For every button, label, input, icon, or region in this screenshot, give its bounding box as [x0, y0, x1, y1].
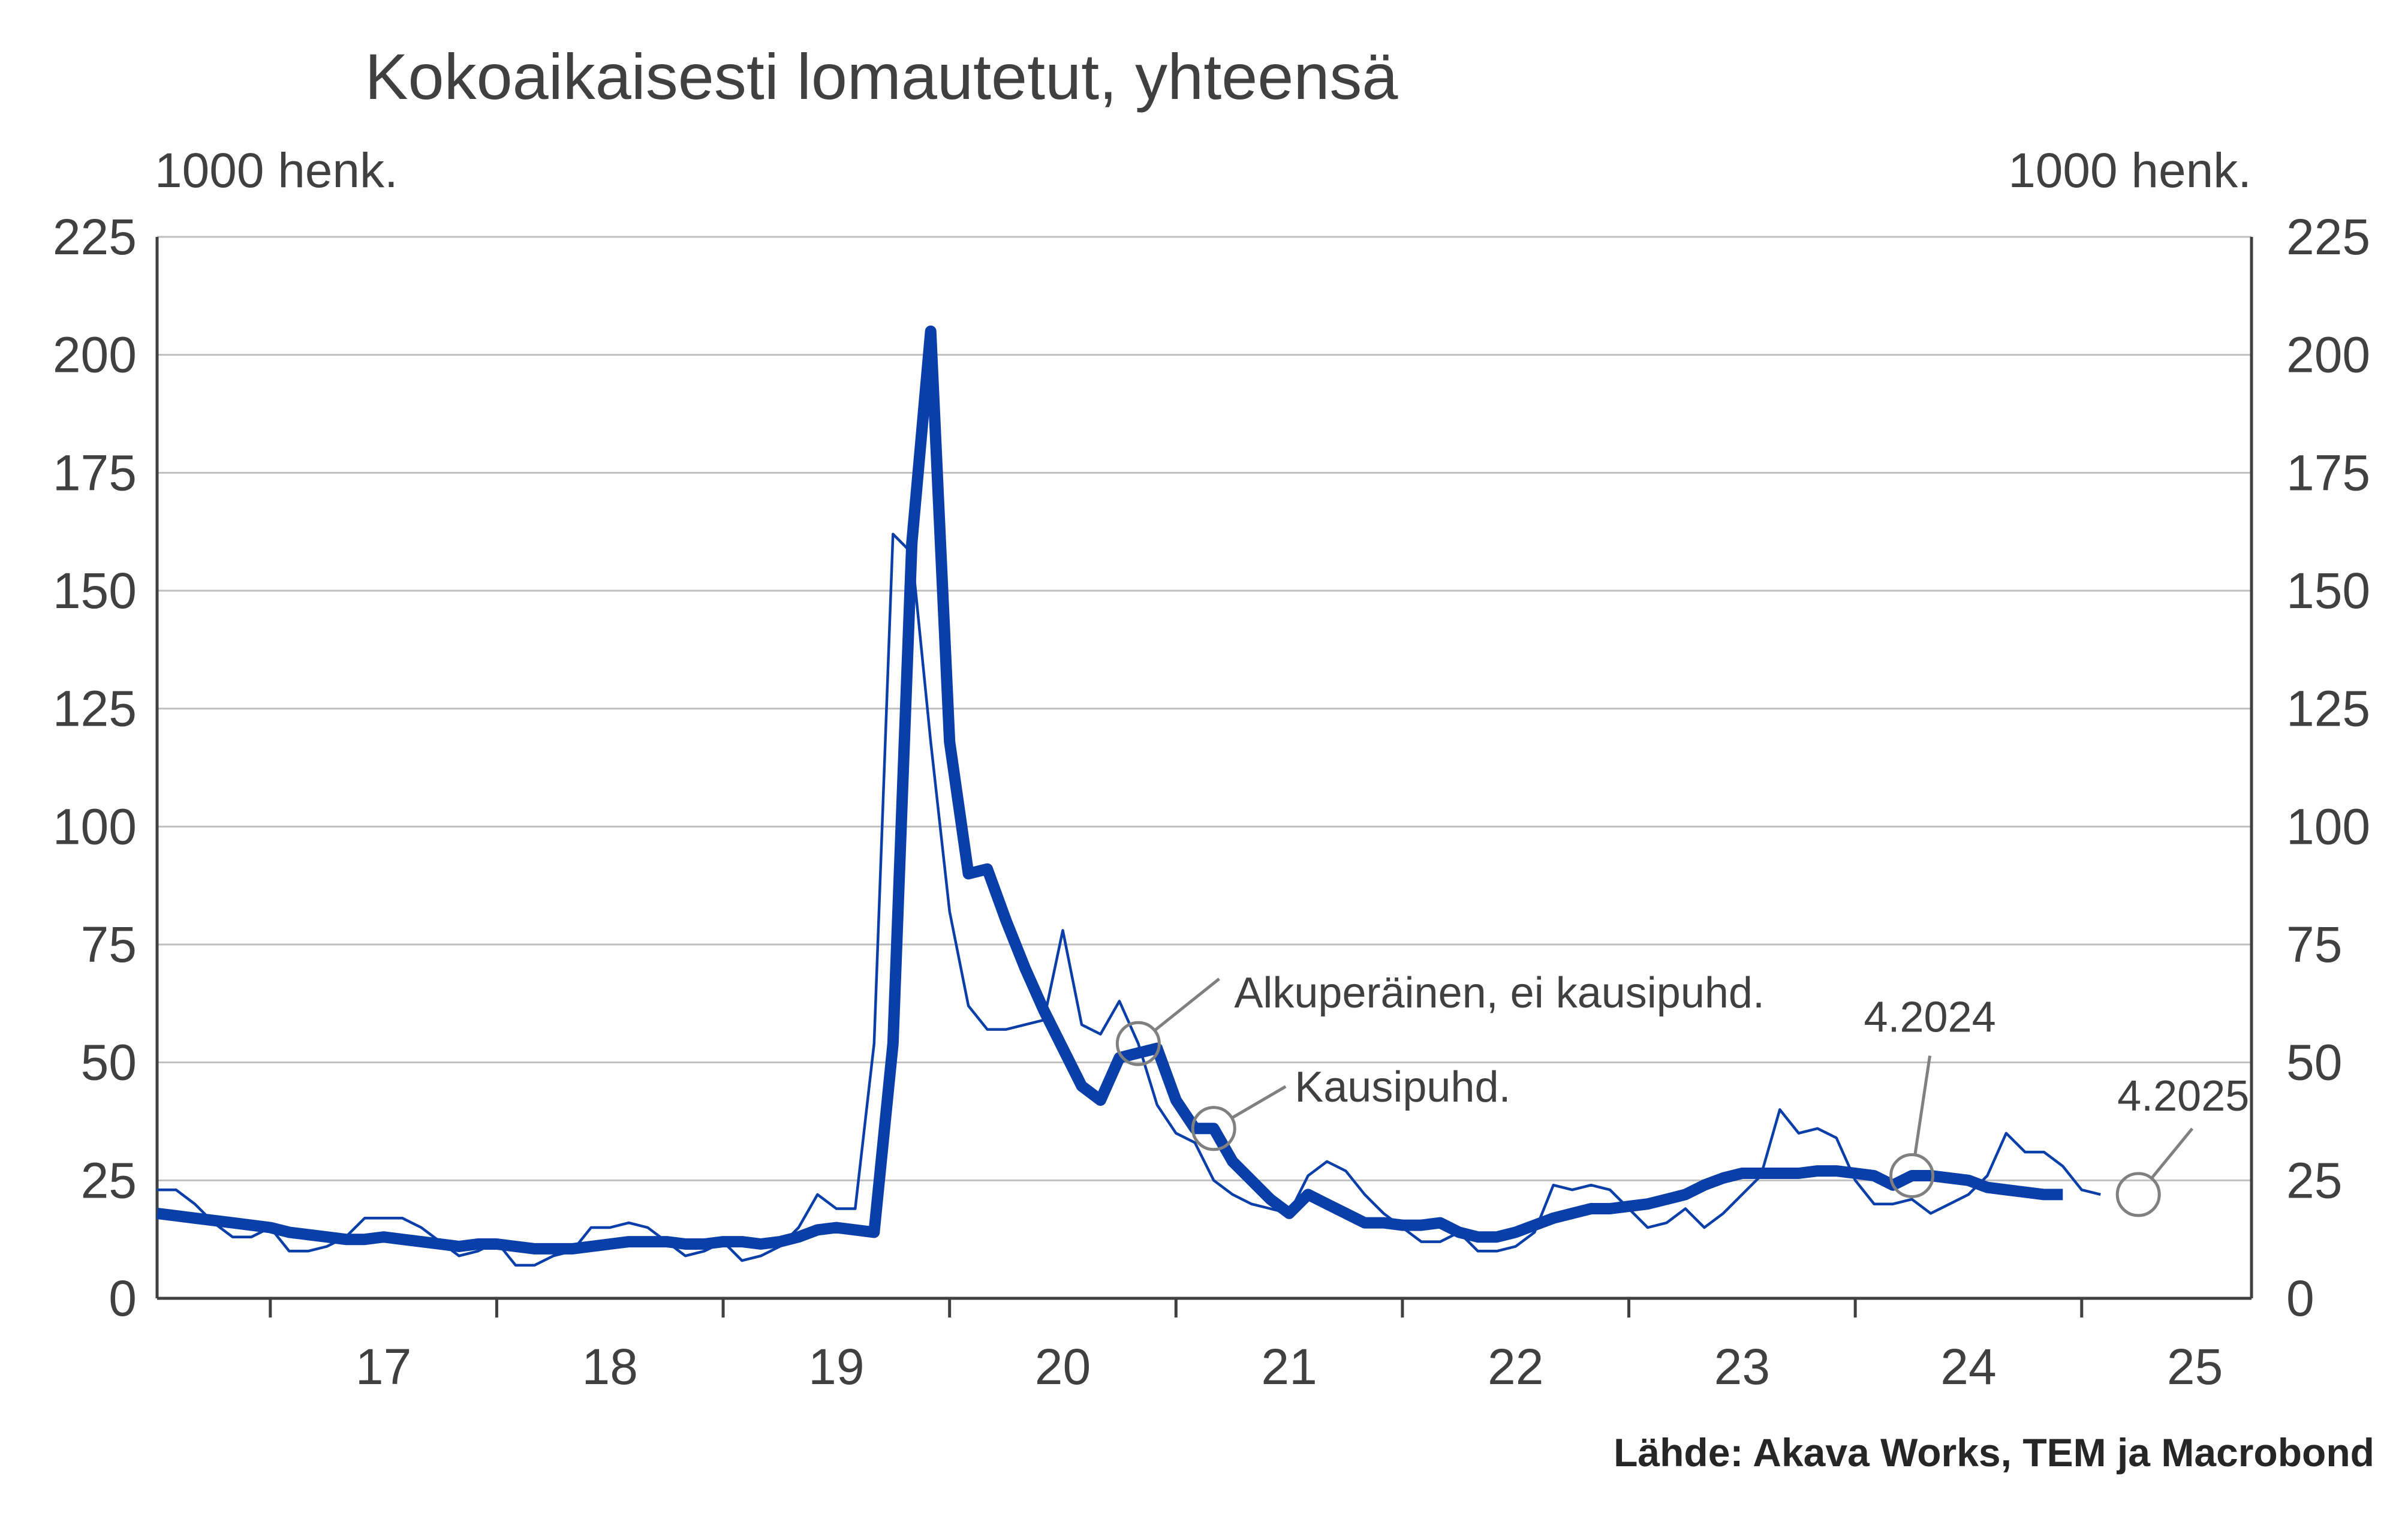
x-tick-label-21: 21	[1261, 1338, 1317, 1395]
annotation-4.2024-label: 4.2024	[1864, 993, 1995, 1041]
y-tick-right-0: 0	[2286, 1270, 2314, 1327]
x-tick-label-25: 25	[2167, 1338, 2223, 1395]
annotation-4.2025-label: 4.2025	[2117, 1072, 2249, 1120]
y-tick-right-100: 100	[2286, 798, 2370, 855]
annotation-4.2025-marker	[2115, 1172, 2161, 1217]
y-tick-right-225: 225	[2286, 209, 2370, 265]
y-tick-left-125: 125	[53, 681, 137, 737]
y-tick-right-50: 50	[2286, 1034, 2342, 1091]
annotation-seasonal-label: Kausipuhd.	[1295, 1063, 1510, 1111]
x-tick-label-22: 22	[1488, 1338, 1543, 1395]
chart-title: Kokoaikaisesti lomautetut, yhteensä	[365, 40, 1399, 113]
annotation-4.2025-leader	[2150, 1127, 2194, 1180]
y-tick-left-225: 225	[53, 209, 137, 265]
y-tick-left-0: 0	[109, 1270, 137, 1327]
x-axis-ticks: 17 18 19 20 21 22 23 24 25	[269, 1298, 2223, 1395]
series-lines	[156, 325, 2101, 1267]
annotation-4.2024: 4.2024	[1864, 993, 1996, 1198]
y-tick-right-200: 200	[2286, 327, 2370, 383]
y-tick-left-25: 25	[81, 1152, 137, 1208]
annotation-seasonal: Kausipuhd.	[1191, 1063, 1511, 1151]
y-tick-left-150: 150	[53, 563, 137, 619]
y-tick-right-175: 175	[2286, 444, 2370, 501]
right-axis-unit: 1000 henk.	[2008, 143, 2252, 198]
annotation-4.2024-leader	[1913, 1055, 1932, 1156]
x-tick-label-20: 20	[1035, 1338, 1091, 1395]
annotation-original-marker	[1115, 1021, 1161, 1066]
series-line-seasonally-adjusted	[156, 325, 2063, 1255]
y-tick-right-125: 125	[2286, 681, 2370, 737]
y-tick-left-175: 175	[53, 444, 137, 501]
y-tick-right-150: 150	[2286, 563, 2370, 619]
annotation-original-leader	[1154, 977, 1220, 1032]
y-tick-left-200: 200	[53, 327, 137, 383]
y-tick-left-100: 100	[53, 798, 137, 855]
y-tick-right-75: 75	[2286, 916, 2342, 973]
y-tick-right-25: 25	[2286, 1152, 2342, 1208]
annotation-original: Alkuperäinen, ei kausipuhd.	[1115, 969, 1765, 1066]
annotation-4.2025: 4.2025	[2115, 1072, 2249, 1217]
annotation-seasonal-marker	[1191, 1106, 1236, 1151]
annotation-seasonal-leader	[1231, 1085, 1287, 1120]
annotation-original-label: Alkuperäinen, ei kausipuhd.	[1234, 969, 1765, 1017]
annotations: Alkuperäinen, ei kausipuhd. Kausipuhd. 4.2…	[1115, 969, 2249, 1217]
x-tick-label-18: 18	[582, 1338, 638, 1395]
x-tick-label-17: 17	[356, 1338, 411, 1395]
right-y-tick-labels: 0 25 50 75 100 125 150 175 200 225	[2286, 209, 2370, 1327]
y-tick-left-75: 75	[81, 916, 137, 973]
x-tick-label-23: 23	[1714, 1338, 1770, 1395]
source-note: Lähde: Akava Works, TEM ja Macrobond	[1614, 1430, 2374, 1475]
series-line-original	[157, 533, 2101, 1267]
x-tick-label-24: 24	[1940, 1338, 1996, 1395]
left-y-tick-labels: 0 25 50 75 100 125 150 175 200 225	[53, 209, 137, 1327]
gridlines	[157, 236, 2252, 1181]
x-tick-label-19: 19	[808, 1338, 864, 1395]
y-tick-left-50: 50	[81, 1034, 137, 1091]
annotation-4.2024-marker	[1889, 1153, 1935, 1198]
left-axis-unit: 1000 henk.	[155, 143, 398, 198]
